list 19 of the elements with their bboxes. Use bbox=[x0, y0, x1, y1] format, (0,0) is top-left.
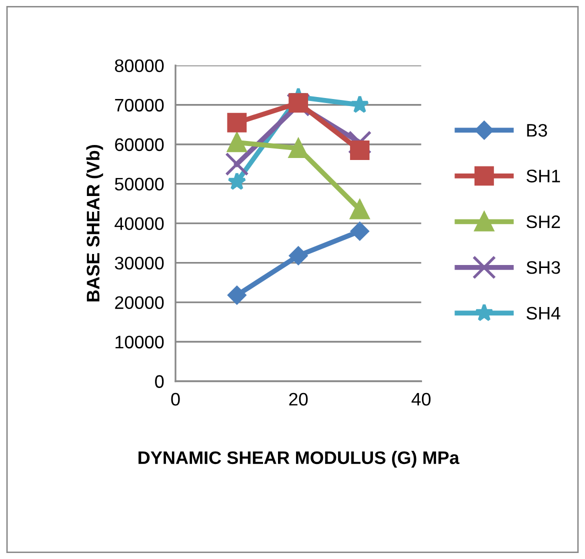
legend-label: SH1 bbox=[526, 170, 560, 182]
x-tick-label: 20 bbox=[289, 392, 308, 406]
y-tick-label: 10000 bbox=[116, 336, 164, 348]
y-tick-label: 40000 bbox=[114, 217, 164, 230]
y-tick-label: 80000 bbox=[114, 59, 164, 72]
x-tick-label: 40 bbox=[412, 392, 431, 406]
y-tick-label: 70000 bbox=[115, 98, 164, 112]
y-tick-label: 60000 bbox=[115, 138, 164, 152]
x-axis-title: DYNAMIC SHEAR MODULUS (G) MPa bbox=[138, 450, 460, 468]
x-tick-label: 0 bbox=[171, 392, 180, 406]
y-tick-label: 20000 bbox=[115, 296, 164, 309]
legend-label: SH3 bbox=[526, 261, 560, 274]
y-tick-label: 30000 bbox=[114, 256, 164, 270]
y-tick-label: 50000 bbox=[114, 178, 164, 191]
y-axis-title: BASE SHEAR (Vb) bbox=[86, 144, 104, 302]
y-tick-label: 0 bbox=[155, 375, 164, 388]
legend-label: B3 bbox=[527, 124, 548, 137]
legend-label: SH4 bbox=[526, 306, 560, 320]
legend-label: SH2 bbox=[526, 215, 560, 228]
